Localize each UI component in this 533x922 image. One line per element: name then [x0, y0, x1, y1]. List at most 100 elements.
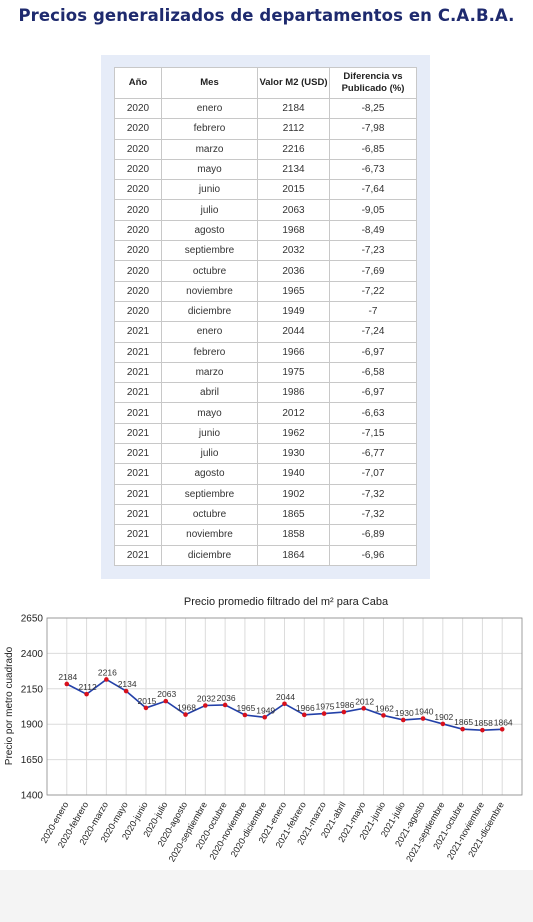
cell-mes: agosto	[161, 219, 258, 242]
table-row: 2021 junio 1962 -7,15	[114, 422, 417, 445]
cell-diferencia: -7,24	[329, 321, 417, 343]
cell-diferencia: -6,89	[329, 524, 417, 546]
table-row: 2021 marzo 1975 -6,58	[114, 361, 417, 384]
table-row: 2021 diciembre 1864 -6,96	[114, 544, 417, 566]
table-body: 2020 enero 2184 -8,25 2020 febrero 2112 -7,98 20…	[114, 97, 417, 566]
line-chart: Precio promedio filtrado del m² para Cab…	[4, 596, 523, 863]
data-label: 2044	[276, 692, 295, 702]
data-point	[104, 677, 109, 682]
cell-mes: enero	[161, 321, 258, 343]
data-point	[321, 711, 327, 716]
cell-anio: 2021	[114, 382, 162, 404]
data-label: 1940	[415, 707, 434, 717]
cell-diferencia: -6,85	[329, 138, 417, 160]
table-panel: Año Mes Valor M2 (USD) Diferencia vs Pub…	[101, 55, 430, 579]
data-point	[361, 706, 366, 711]
header-valor: Valor M2 (USD)	[257, 67, 330, 99]
data-label: 2012	[355, 696, 374, 706]
cell-diferencia: -7,32	[329, 483, 417, 505]
cell-valor: 2112	[257, 118, 330, 140]
cell-anio: 2021	[114, 361, 162, 384]
y-tick-label: 2150	[21, 684, 44, 695]
table-row: 2020 septiembre 2032 -7,23	[114, 240, 417, 262]
cell-valor: 1865	[257, 503, 330, 526]
axes: 1400165019002150240026502020-enero2020-f…	[21, 614, 523, 863]
table-row: 2020 julio 2063 -9,05	[114, 199, 417, 221]
table-row: 2021 abril 1986 -6,97	[114, 382, 417, 404]
cell-diferencia: -6,97	[329, 341, 417, 363]
table-header-row: Año Mes Valor M2 (USD) Diferencia vs Pub…	[114, 67, 417, 99]
header-anio: Año	[114, 67, 162, 99]
data-point	[420, 716, 426, 721]
data-label: 1962	[375, 703, 394, 713]
cell-anio: 2021	[114, 321, 162, 343]
y-tick-label: 2650	[21, 614, 44, 625]
table-row: 2020 diciembre 1949 -7	[114, 300, 417, 323]
cell-valor: 1949	[257, 300, 330, 323]
y-axis-label: Precio por metro cuadrado	[4, 646, 15, 765]
y-tick-label: 2400	[21, 649, 44, 660]
data-label: 2063	[157, 689, 176, 699]
cell-diferencia: -8,49	[329, 219, 417, 242]
cell-anio: 2021	[114, 402, 162, 424]
cell-anio: 2020	[114, 138, 162, 160]
cell-diferencia: -7	[329, 300, 417, 323]
table-row: 2020 agosto 1968 -8,49	[114, 219, 417, 242]
cell-anio: 2020	[114, 300, 162, 323]
data-point	[400, 717, 406, 723]
cell-anio: 2020	[114, 219, 162, 242]
price-table: Año Mes Valor M2 (USD) Diferencia vs Pub…	[114, 67, 417, 566]
cell-mes: octubre	[161, 503, 258, 526]
table-row: 2021 mayo 2012 -6,63	[114, 402, 417, 424]
table-row: 2021 enero 2044 -7,24	[114, 321, 417, 343]
cell-anio: 2021	[114, 544, 162, 566]
cell-valor: 1864	[257, 544, 330, 566]
data-point	[143, 705, 149, 711]
cell-valor: 1930	[257, 443, 330, 465]
cell-valor: 1975	[257, 361, 330, 384]
cell-mes: septiembre	[161, 483, 258, 505]
cell-diferencia: -8,25	[329, 97, 417, 120]
table-row: 2021 julio 1930 -6,77	[114, 443, 417, 465]
table-row: 2021 octubre 1865 -7,32	[114, 503, 417, 526]
cell-mes: mayo	[161, 158, 258, 181]
data-label: 2036	[217, 693, 236, 703]
data-point	[84, 691, 89, 697]
cell-anio: 2021	[114, 463, 162, 485]
data-label: 2032	[197, 694, 216, 704]
cell-valor: 1902	[257, 483, 330, 505]
cell-valor: 2134	[257, 158, 330, 181]
table-row: 2021 noviembre 1858 -6,89	[114, 524, 417, 546]
cell-diferencia: -7,22	[329, 280, 417, 302]
table-row: 2020 octubre 2036 -7,69	[114, 260, 417, 282]
data-label: 1949	[256, 705, 275, 715]
cell-mes: enero	[161, 97, 258, 120]
cell-anio: 2021	[114, 443, 162, 465]
header-mes: Mes	[161, 67, 258, 99]
cell-mes: julio	[161, 199, 258, 221]
cell-diferencia: -7,15	[329, 422, 417, 445]
chart-title: Precio promedio filtrado del m² para Cab…	[184, 596, 389, 608]
cell-diferencia: -6,73	[329, 158, 417, 181]
cell-anio: 2021	[114, 422, 162, 445]
cell-valor: 2032	[257, 240, 330, 262]
data-label: 1966	[296, 703, 315, 713]
data-point	[222, 702, 228, 708]
table-row: 2021 septiembre 1902 -7,32	[114, 483, 417, 505]
data-point	[163, 698, 169, 704]
data-label: 1975	[316, 702, 335, 712]
cell-diferencia: -7,23	[329, 240, 417, 262]
data-point	[183, 712, 188, 717]
data-label: 2216	[98, 667, 117, 677]
data-label: 2015	[137, 696, 156, 706]
cell-mes: agosto	[161, 463, 258, 485]
data-point	[381, 713, 386, 718]
y-tick-label: 1650	[21, 755, 44, 766]
cell-anio: 2020	[114, 260, 162, 282]
cell-mes: febrero	[161, 118, 258, 140]
cell-valor: 1968	[257, 219, 330, 242]
cell-valor: 2063	[257, 199, 330, 221]
data-label: 1968	[177, 703, 196, 713]
cell-diferencia: -9,05	[329, 199, 417, 221]
